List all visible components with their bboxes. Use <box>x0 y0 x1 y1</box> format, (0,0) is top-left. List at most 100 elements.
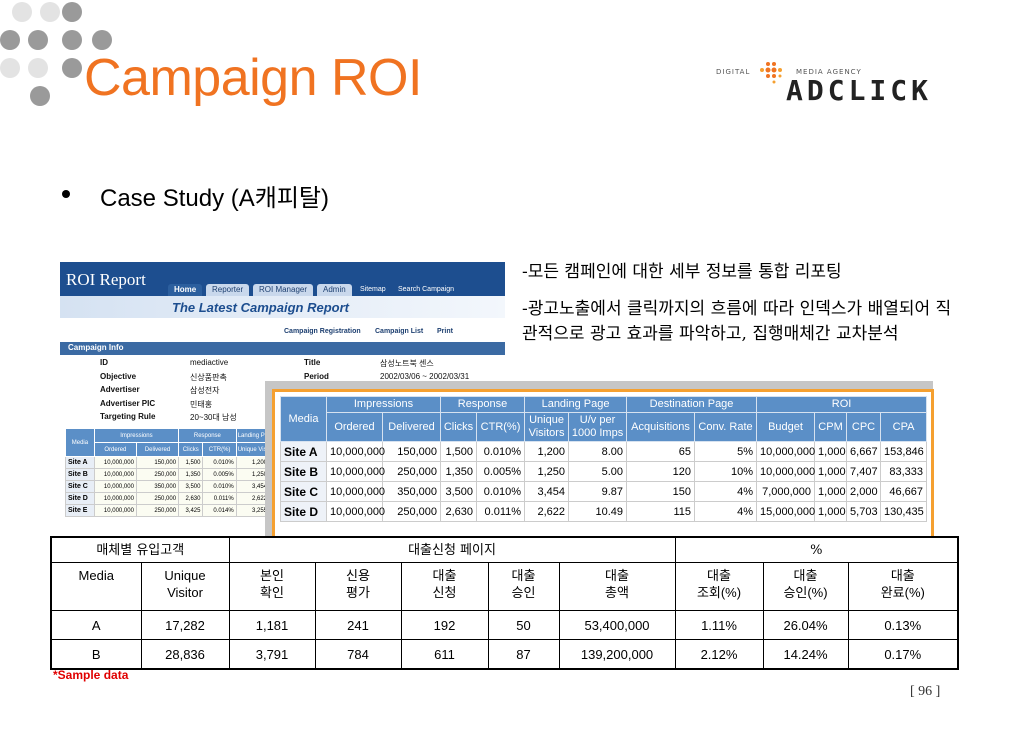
toolbar-link: Campaign List <box>375 328 424 335</box>
cell: 10,000,000 <box>93 492 137 505</box>
note: -광고노출에서 클릭까지의 흐름에 따라 인덱스가 배열되어 직관적으로 광고 … <box>522 299 952 344</box>
cell: 250,000 <box>135 468 180 481</box>
row-label: Site D <box>65 492 95 505</box>
cell: 53,400,000 <box>558 610 676 640</box>
decor-dot <box>28 58 48 78</box>
banner-title: The Latest Campaign Report <box>172 300 349 315</box>
info-value: 20~30대 남성 <box>190 413 237 422</box>
info-label: Objective <box>100 371 137 381</box>
info-label: Period <box>304 371 329 381</box>
cell: 0.010% <box>476 441 526 462</box>
data-row: Site D 10,000,000 250,000 2,630 0.011% 2,622 1… <box>280 501 928 522</box>
decor-dot <box>62 58 82 78</box>
column-header: 신용 평가 <box>314 562 402 611</box>
cell: 10,000,000 <box>93 468 137 481</box>
cell: 1,000 <box>814 461 848 482</box>
cell: 1,500 <box>178 456 204 469</box>
app-logo: ROI Report <box>66 270 146 289</box>
cell: 611 <box>400 639 489 670</box>
group-header: Impressions <box>325 396 442 413</box>
column-header: Ordered <box>326 412 383 442</box>
row-label: Site E <box>65 504 95 517</box>
cell: 250,000 <box>135 492 180 505</box>
cell: 350,000 <box>381 481 442 502</box>
cell: 3,454 <box>524 481 570 502</box>
info-value: mediactive <box>190 358 229 367</box>
cell: 87 <box>487 639 560 670</box>
cell: 115 <box>626 501 696 522</box>
cell: 0.010% <box>202 480 237 493</box>
group-header: % <box>674 536 959 563</box>
note: -모든 캠페인에 대한 세부 정보를 통합 리포팅 <box>522 262 842 282</box>
decor-dot <box>0 58 20 78</box>
row-label: B <box>50 639 142 670</box>
column-header: Budget <box>756 412 816 442</box>
cell: 1,500 <box>440 441 478 462</box>
cell: 1,350 <box>440 461 478 482</box>
column-header: CPM <box>814 412 848 442</box>
column-header: 대출 승인(%) <box>762 562 849 611</box>
cell: 250,000 <box>381 461 442 482</box>
decor-dot <box>62 2 82 22</box>
cell: 10.49 <box>568 501 628 522</box>
column-header: 대출 신청 <box>400 562 489 611</box>
toolbar-link: Campaign Registration <box>284 328 361 335</box>
cell: 15,000,000 <box>756 501 815 522</box>
cell: 2,000 <box>846 481 882 502</box>
cell: 241 <box>314 610 402 640</box>
column-header: 대출 조회(%) <box>674 562 764 611</box>
column-header: Media <box>50 562 142 611</box>
info-value: 신상품판촉 <box>190 372 227 382</box>
logo-text: DIGITAL <box>716 68 751 76</box>
info-bar <box>60 342 505 355</box>
data-row: Site D 10,000,000 250,000 2,630 0.011% 2,622 <box>65 492 271 505</box>
bullet-text: Case Study (A캐피탈) <box>100 185 329 212</box>
cell: 3,791 <box>228 639 316 670</box>
cell: 4% <box>694 481 758 502</box>
cell: 10,000,000 <box>326 441 385 462</box>
data-row: Site C 10,000,000 350,000 3,500 0.010% 3,454 <box>65 480 271 493</box>
info-value: 민태홍 <box>190 399 213 409</box>
cell: 1,350 <box>178 468 204 481</box>
row-label: Site C <box>65 480 95 493</box>
column-header: Clicks <box>440 412 478 442</box>
cell: 5,703 <box>846 501 882 522</box>
cell: 3,500 <box>178 480 204 493</box>
cell: 10,000,000 <box>756 441 815 462</box>
cell: 150 <box>626 481 696 502</box>
cell: 10,000,000 <box>756 461 815 482</box>
data-row: B 28,836 3,791 784 611 87 139,200,000 2.12% 14.2… <box>50 639 959 670</box>
cell: 250,000 <box>381 501 442 522</box>
cell: 1,000 <box>814 441 848 462</box>
info-value: 삼성노트북 센스 <box>380 359 434 368</box>
group-header: Response <box>440 396 526 413</box>
nav-tab: Reporter <box>206 284 250 296</box>
cell: 3,500 <box>440 481 478 502</box>
logo-dots <box>760 62 782 84</box>
decor-dot <box>28 30 48 50</box>
cell: 0.014% <box>202 504 237 517</box>
data-row: Site B 10,000,000 250,000 1,350 0.005% 1,250 5… <box>280 461 928 482</box>
data-row: Site A 10,000,000 150,000 1,500 0.010% 1,200 <box>65 456 271 469</box>
column-header: U/v per 1000 Imps <box>568 412 628 442</box>
cell: 10,000,000 <box>326 501 385 522</box>
column-header: Clicks <box>178 442 204 457</box>
cell: 5.00 <box>568 461 628 482</box>
row-label: A <box>50 610 142 640</box>
cell: 153,846 <box>880 441 928 462</box>
column-header: 대출 완료(%) <box>847 562 959 611</box>
cell: 2,630 <box>440 501 478 522</box>
info-value: 2002/03/06 ~ 2002/03/31 <box>380 371 470 381</box>
row-label: Site D <box>280 501 327 522</box>
cell: 0.011% <box>476 501 526 522</box>
decor-dot <box>62 30 82 50</box>
bullet-marker <box>62 190 70 198</box>
group-header: Media <box>65 428 95 457</box>
slide-title: Campaign ROI <box>84 49 422 107</box>
cell: 150,000 <box>135 456 180 469</box>
data-row: Site E 10,000,000 250,000 3,425 0.014% 3,255 <box>65 504 271 517</box>
